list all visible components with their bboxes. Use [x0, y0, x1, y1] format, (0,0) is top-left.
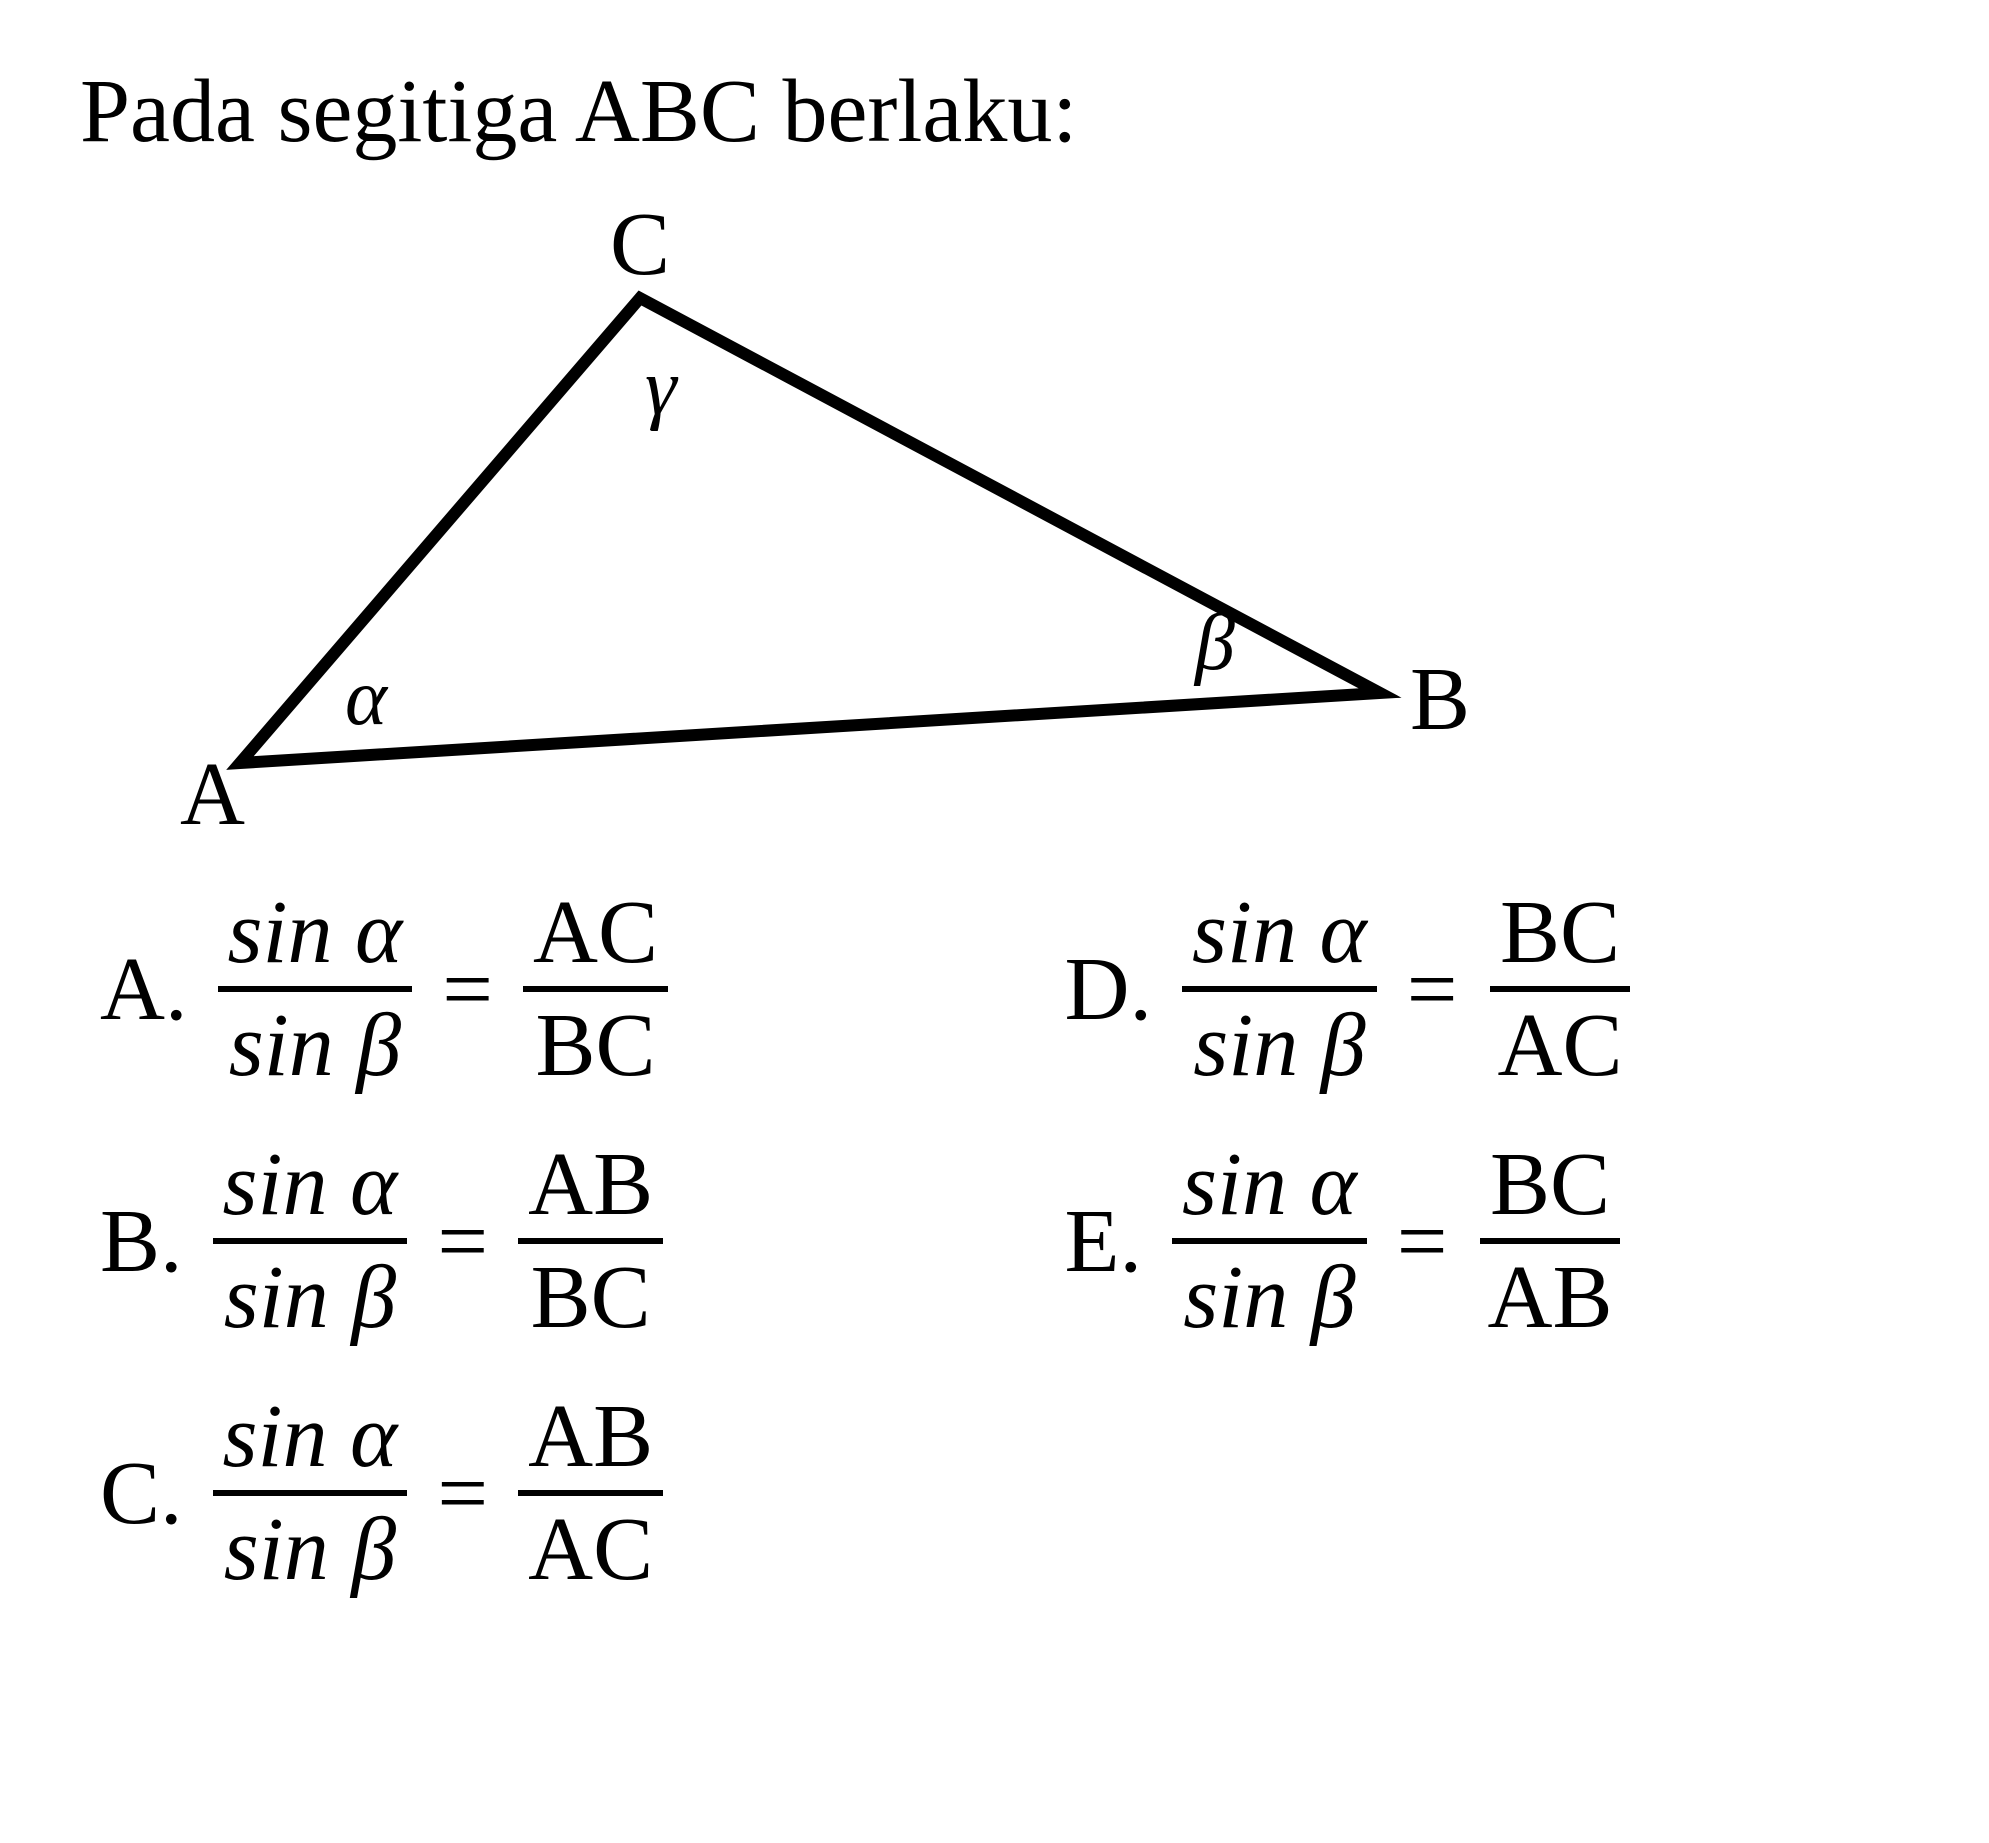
- option-e-letter: E.: [1065, 1190, 1142, 1293]
- option-a-lhs-num: sin α: [218, 883, 413, 992]
- option-b-lhs-den: sin β: [214, 1244, 406, 1347]
- option-d-lhs-den: sin β: [1183, 992, 1375, 1095]
- option-e-rhs-fraction: BC AB: [1478, 1135, 1623, 1347]
- options-list: A. sin α sin β = AC BC D. sin α sin β = …: [100, 883, 1909, 1599]
- option-b-rhs-num: AB: [518, 1135, 663, 1244]
- option-c-lhs-den: sin β: [214, 1496, 406, 1599]
- option-e-rhs-den: AB: [1478, 1244, 1623, 1347]
- option-b-rhs-den: BC: [521, 1244, 661, 1347]
- option-d-lhs-num: sin α: [1182, 883, 1377, 992]
- option-b-lhs-fraction: sin α sin β: [213, 1135, 408, 1347]
- option-c-rhs-num: AB: [518, 1387, 663, 1496]
- option-c-rhs-fraction: AB AC: [518, 1387, 663, 1599]
- option-d-letter: D.: [1065, 938, 1153, 1041]
- angle-alpha-label: α: [345, 653, 387, 744]
- triangle-shape: [240, 298, 1380, 763]
- option-d-lhs-fraction: sin α sin β: [1182, 883, 1377, 1095]
- option-c-lhs-fraction: sin α sin β: [213, 1387, 408, 1599]
- equals-sign: =: [1407, 938, 1458, 1041]
- equals-sign: =: [437, 1442, 488, 1545]
- option-c-letter: C.: [100, 1442, 183, 1545]
- option-b-letter: B.: [100, 1190, 183, 1293]
- option-a-lhs-den: sin β: [219, 992, 411, 1095]
- option-e-lhs-fraction: sin α sin β: [1172, 1135, 1367, 1347]
- vertex-c-label: C: [610, 193, 670, 296]
- option-b: B. sin α sin β = AB BC: [100, 1135, 945, 1347]
- option-e: E. sin α sin β = BC AB: [1065, 1135, 1910, 1347]
- option-e-lhs-num: sin α: [1172, 1135, 1367, 1244]
- option-c: C. sin α sin β = AB AC: [100, 1387, 945, 1599]
- option-a: A. sin α sin β = AC BC: [100, 883, 945, 1095]
- option-e-lhs-den: sin β: [1173, 1244, 1365, 1347]
- equals-sign: =: [442, 938, 493, 1041]
- option-d: D. sin α sin β = BC AC: [1065, 883, 1910, 1095]
- triangle-figure: A B C α β γ: [120, 203, 1520, 823]
- equals-sign: =: [437, 1190, 488, 1293]
- option-a-rhs-fraction: AC BC: [523, 883, 668, 1095]
- option-a-lhs-fraction: sin α sin β: [218, 883, 413, 1095]
- vertex-a-label: A: [180, 743, 245, 846]
- option-e-rhs-num: BC: [1480, 1135, 1620, 1244]
- vertex-b-label: B: [1410, 648, 1470, 751]
- angle-gamma-label: γ: [645, 343, 677, 434]
- option-a-rhs-den: BC: [526, 992, 666, 1095]
- equals-sign: =: [1397, 1190, 1448, 1293]
- triangle-svg: [120, 203, 1520, 823]
- option-c-lhs-num: sin α: [213, 1387, 408, 1496]
- option-a-letter: A.: [100, 938, 188, 1041]
- option-a-rhs-num: AC: [523, 883, 668, 992]
- option-c-rhs-den: AC: [518, 1496, 663, 1599]
- option-b-rhs-fraction: AB BC: [518, 1135, 663, 1347]
- option-d-rhs-den: AC: [1488, 992, 1633, 1095]
- option-d-rhs-fraction: BC AC: [1488, 883, 1633, 1095]
- option-b-lhs-num: sin α: [213, 1135, 408, 1244]
- question-text: Pada segitiga ABC berlaku:: [80, 60, 1909, 163]
- angle-beta-label: β: [1195, 598, 1235, 689]
- option-d-rhs-num: BC: [1490, 883, 1630, 992]
